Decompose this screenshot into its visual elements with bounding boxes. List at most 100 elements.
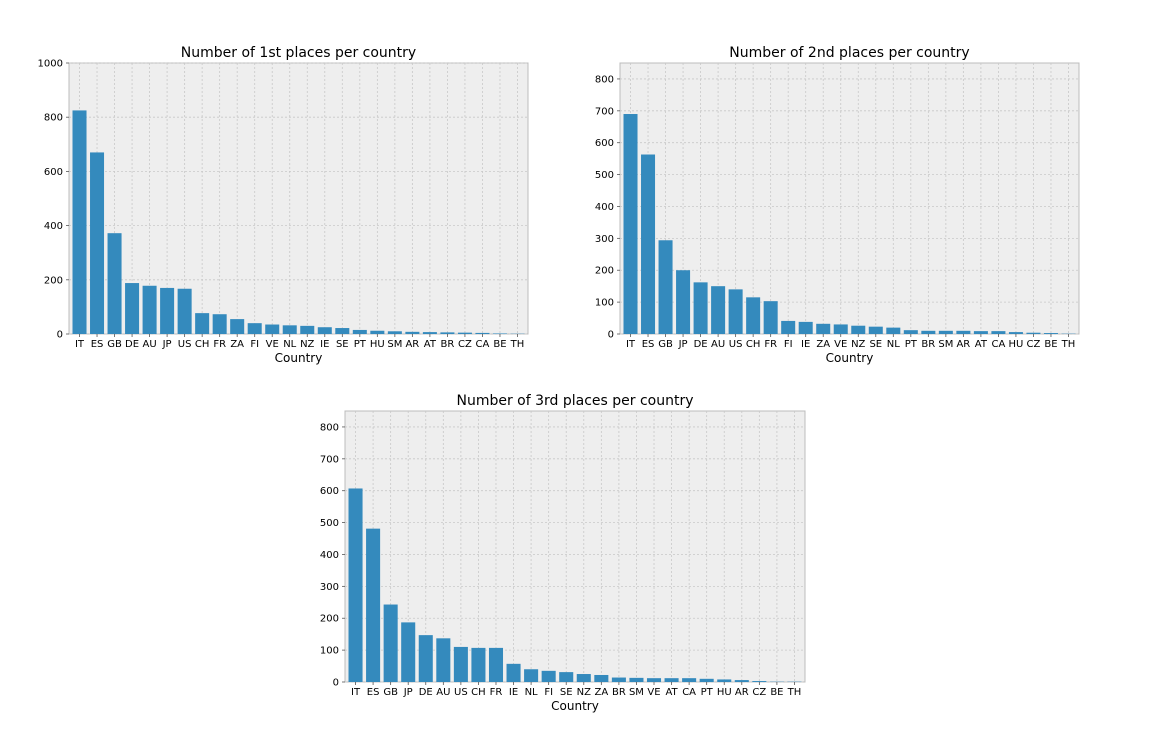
- x-tick-label: FI: [250, 339, 259, 350]
- y-tick-label: 700: [320, 454, 339, 465]
- bar-fr: [488, 647, 504, 682]
- x-tick-label: BR: [921, 339, 935, 350]
- x-tick-label: AT: [975, 339, 988, 350]
- x-tick-label: DE: [125, 339, 139, 350]
- x-tick-label: ES: [642, 339, 655, 350]
- bar-ve: [646, 678, 662, 682]
- x-tick-label: AT: [665, 687, 678, 698]
- bar-cz: [457, 332, 472, 334]
- bar-de: [418, 635, 433, 682]
- bar-nl: [282, 325, 297, 334]
- y-tick-label: 0: [333, 678, 339, 689]
- bar-jp: [160, 287, 175, 334]
- y-tick-label: 800: [44, 113, 63, 124]
- x-tick-label: GB: [107, 339, 122, 350]
- bar-nz: [300, 325, 315, 334]
- x-tick-label: NL: [283, 339, 296, 350]
- bar-nz: [576, 674, 591, 682]
- x-tick-label: NZ: [300, 339, 314, 350]
- bar-cz: [1026, 332, 1041, 334]
- bar-fi: [541, 670, 556, 682]
- bar-nz: [851, 325, 866, 334]
- x-tick-label: VE: [647, 687, 660, 698]
- x-tick-label: FR: [213, 339, 226, 350]
- x-tick-label: VE: [834, 339, 847, 350]
- x-tick-label: GB: [658, 339, 673, 350]
- chart-title: Number of 1st places per country: [181, 45, 416, 61]
- x-tick-label: SM: [938, 339, 953, 350]
- bar-at: [973, 331, 988, 334]
- bar-za: [230, 319, 245, 334]
- y-tick-label: 600: [44, 167, 63, 178]
- x-tick-label: ZA: [230, 339, 244, 350]
- y-tick-label: 200: [320, 614, 339, 625]
- x-tick-label: CZ: [1027, 339, 1041, 350]
- bar-es: [90, 152, 105, 334]
- bar-hu: [1008, 332, 1023, 334]
- x-tick-label: JP: [403, 687, 413, 698]
- bar-ve: [833, 324, 848, 334]
- x-tick-label: ES: [367, 687, 380, 698]
- bar-it: [72, 110, 87, 334]
- bar-ch: [195, 313, 210, 334]
- x-tick-label: AU: [436, 687, 450, 698]
- y-tick-label: 800: [595, 74, 614, 85]
- x-tick-label: US: [178, 339, 192, 350]
- bar-be: [492, 333, 507, 334]
- bar-ve: [265, 324, 280, 334]
- bar-gb: [658, 240, 673, 334]
- x-axis-label: Country: [275, 351, 323, 365]
- x-tick-label: NZ: [577, 687, 591, 698]
- bar-de: [125, 283, 140, 334]
- x-tick-label: ZA: [816, 339, 830, 350]
- x-tick-label: VE: [266, 339, 279, 350]
- bar-hu: [717, 679, 732, 682]
- bar-ch: [746, 297, 761, 334]
- x-tick-label: GB: [383, 687, 398, 698]
- x-tick-label: ZA: [594, 687, 608, 698]
- bar-se: [868, 326, 883, 334]
- subplot-1: 0 200 400 600 800 1000 IT ES GB DE AU JP US CH FR ZA FI V…: [38, 45, 529, 365]
- y-tick-label: 200: [595, 266, 614, 277]
- bar-se: [335, 328, 350, 334]
- x-tick-label: CA: [476, 339, 490, 350]
- y-tick-label: 500: [595, 170, 614, 181]
- x-tick-label: CZ: [752, 687, 766, 698]
- x-tick-label: AR: [956, 339, 970, 350]
- y-tick-label: 700: [595, 106, 614, 117]
- y-tick-label: 100: [595, 298, 614, 309]
- x-tick-label: CH: [471, 687, 486, 698]
- bar-jp: [676, 270, 691, 334]
- x-tick-label: DE: [419, 687, 433, 698]
- bar-ca: [682, 678, 697, 682]
- x-tick-label: ES: [91, 339, 104, 350]
- bar-cz: [752, 681, 767, 682]
- bar-ar: [405, 331, 420, 334]
- y-tick-label: 0: [57, 330, 63, 341]
- bar-za: [594, 674, 609, 682]
- x-tick-label: AR: [735, 687, 749, 698]
- bar-fr: [763, 301, 778, 334]
- x-tick-label: IE: [801, 339, 810, 350]
- x-tick-label: SM: [629, 687, 644, 698]
- bar-ch: [471, 647, 486, 682]
- bar-gb: [107, 233, 122, 334]
- bar-br: [440, 332, 455, 334]
- x-tick-label: PT: [905, 339, 918, 350]
- bar-hu: [370, 330, 385, 334]
- x-tick-label: SE: [869, 339, 882, 350]
- bar-sm: [629, 677, 644, 682]
- bar-pt: [903, 330, 918, 334]
- bar-be: [1043, 333, 1058, 334]
- chart-title: Number of 3rd places per country: [456, 393, 693, 409]
- bar-za: [816, 323, 831, 334]
- x-tick-label: NL: [887, 339, 900, 350]
- bar-au: [711, 286, 726, 334]
- y-tick-label: 0: [608, 330, 614, 341]
- x-tick-label: FI: [784, 339, 793, 350]
- x-tick-label: NL: [525, 687, 538, 698]
- bar-fr: [212, 314, 227, 334]
- x-tick-label: BE: [770, 687, 783, 698]
